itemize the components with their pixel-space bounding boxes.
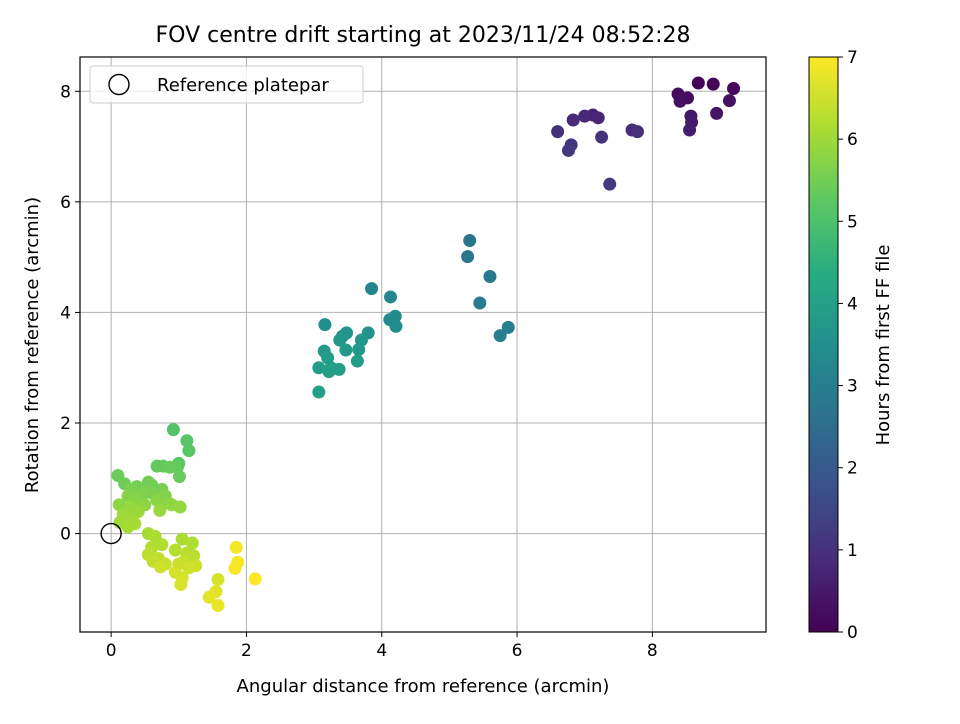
reference-platepar-marker	[100, 522, 122, 545]
data-point	[630, 125, 644, 139]
chart-title: FOV centre drift starting at 2023/11/24 …	[156, 23, 691, 48]
x-tick-label: 8	[647, 641, 658, 661]
data-point	[321, 351, 335, 365]
data-point	[493, 329, 507, 343]
data-point	[168, 543, 182, 557]
data-point	[121, 520, 135, 534]
data-point	[710, 106, 724, 120]
x-axis-ticks: 0 2 4 6 8	[106, 632, 658, 661]
y-tick-label: 4	[60, 303, 71, 323]
legend-reference-marker	[108, 73, 130, 96]
colorbar-tick-label: 6	[847, 130, 858, 150]
data-point	[322, 365, 336, 379]
data-point	[473, 296, 487, 310]
x-tick-label: 6	[512, 641, 523, 661]
data-point	[566, 113, 580, 127]
colorbar-label: Hours from first FF file	[873, 245, 894, 446]
data-point	[551, 125, 565, 139]
data-point	[727, 82, 741, 96]
data-point	[312, 385, 326, 399]
data-point	[691, 76, 705, 90]
data-points	[111, 76, 741, 612]
data-point	[182, 444, 196, 458]
colorbar: 0 1 2 3 4 5 6 7 Hours from first FF file	[808, 48, 894, 643]
grid-lines	[80, 57, 766, 632]
data-point	[683, 123, 697, 137]
data-point	[350, 354, 364, 368]
data-point	[187, 549, 201, 563]
data-point	[501, 320, 515, 334]
data-point	[578, 109, 592, 123]
data-point	[173, 500, 187, 514]
data-point	[211, 598, 225, 612]
y-axis-label: Rotation from reference (arcmin)	[22, 197, 43, 493]
x-tick-label: 4	[376, 641, 387, 661]
data-point	[333, 333, 347, 347]
data-point	[185, 536, 199, 550]
y-tick-label: 6	[60, 193, 71, 213]
data-point	[154, 560, 168, 574]
data-point	[673, 94, 687, 108]
y-tick-label: 8	[60, 82, 71, 102]
data-point	[182, 561, 196, 575]
colorbar-gradient	[808, 56, 839, 633]
y-tick-label: 2	[60, 414, 71, 434]
data-point	[229, 540, 243, 554]
data-point	[389, 319, 403, 333]
data-point	[461, 250, 475, 264]
data-point	[150, 493, 164, 507]
data-point	[483, 269, 497, 283]
colorbar-ticks: 0 1 2 3 4 5 6 7	[838, 48, 858, 643]
data-point	[706, 77, 720, 91]
colorbar-tick-label: 1	[847, 541, 858, 561]
data-point	[384, 290, 398, 304]
data-point	[174, 577, 188, 591]
y-tick-label: 0	[60, 525, 71, 545]
colorbar-tick-label: 5	[847, 212, 858, 232]
y-axis-ticks: 0 2 4 6 8	[60, 82, 80, 545]
data-point	[248, 572, 262, 586]
data-point	[332, 362, 346, 376]
data-point	[211, 572, 225, 586]
legend-reference-label: Reference platepar	[157, 75, 329, 96]
x-axis-label: Angular distance from reference (arcmin)	[237, 676, 610, 697]
data-point	[175, 532, 189, 546]
x-tick-label: 2	[241, 641, 252, 661]
data-point	[172, 470, 186, 484]
data-point	[561, 143, 575, 157]
x-tick-label: 0	[106, 641, 117, 661]
colorbar-tick-label: 0	[847, 623, 858, 643]
colorbar-tick-label: 4	[847, 294, 858, 314]
data-point	[180, 434, 194, 448]
data-point	[228, 561, 242, 575]
data-point	[591, 111, 605, 125]
plot-frame	[79, 56, 767, 633]
data-point	[318, 318, 332, 332]
data-point	[163, 460, 177, 474]
data-point	[166, 423, 180, 437]
data-point	[603, 177, 617, 191]
data-point	[463, 234, 477, 248]
data-point	[365, 282, 379, 296]
legend-box	[89, 65, 364, 104]
data-point	[155, 538, 169, 552]
data-point	[312, 361, 326, 375]
legend: Reference platepar	[89, 65, 364, 104]
colorbar-tick-label: 2	[847, 459, 858, 479]
data-point	[202, 590, 216, 604]
colorbar-tick-label: 7	[847, 48, 858, 68]
data-point	[595, 130, 609, 144]
reference-marker-group	[100, 522, 122, 545]
colorbar-tick-label: 3	[847, 377, 858, 397]
data-point	[352, 342, 366, 356]
data-point	[339, 343, 353, 357]
data-point	[153, 503, 167, 517]
data-point	[722, 94, 736, 108]
